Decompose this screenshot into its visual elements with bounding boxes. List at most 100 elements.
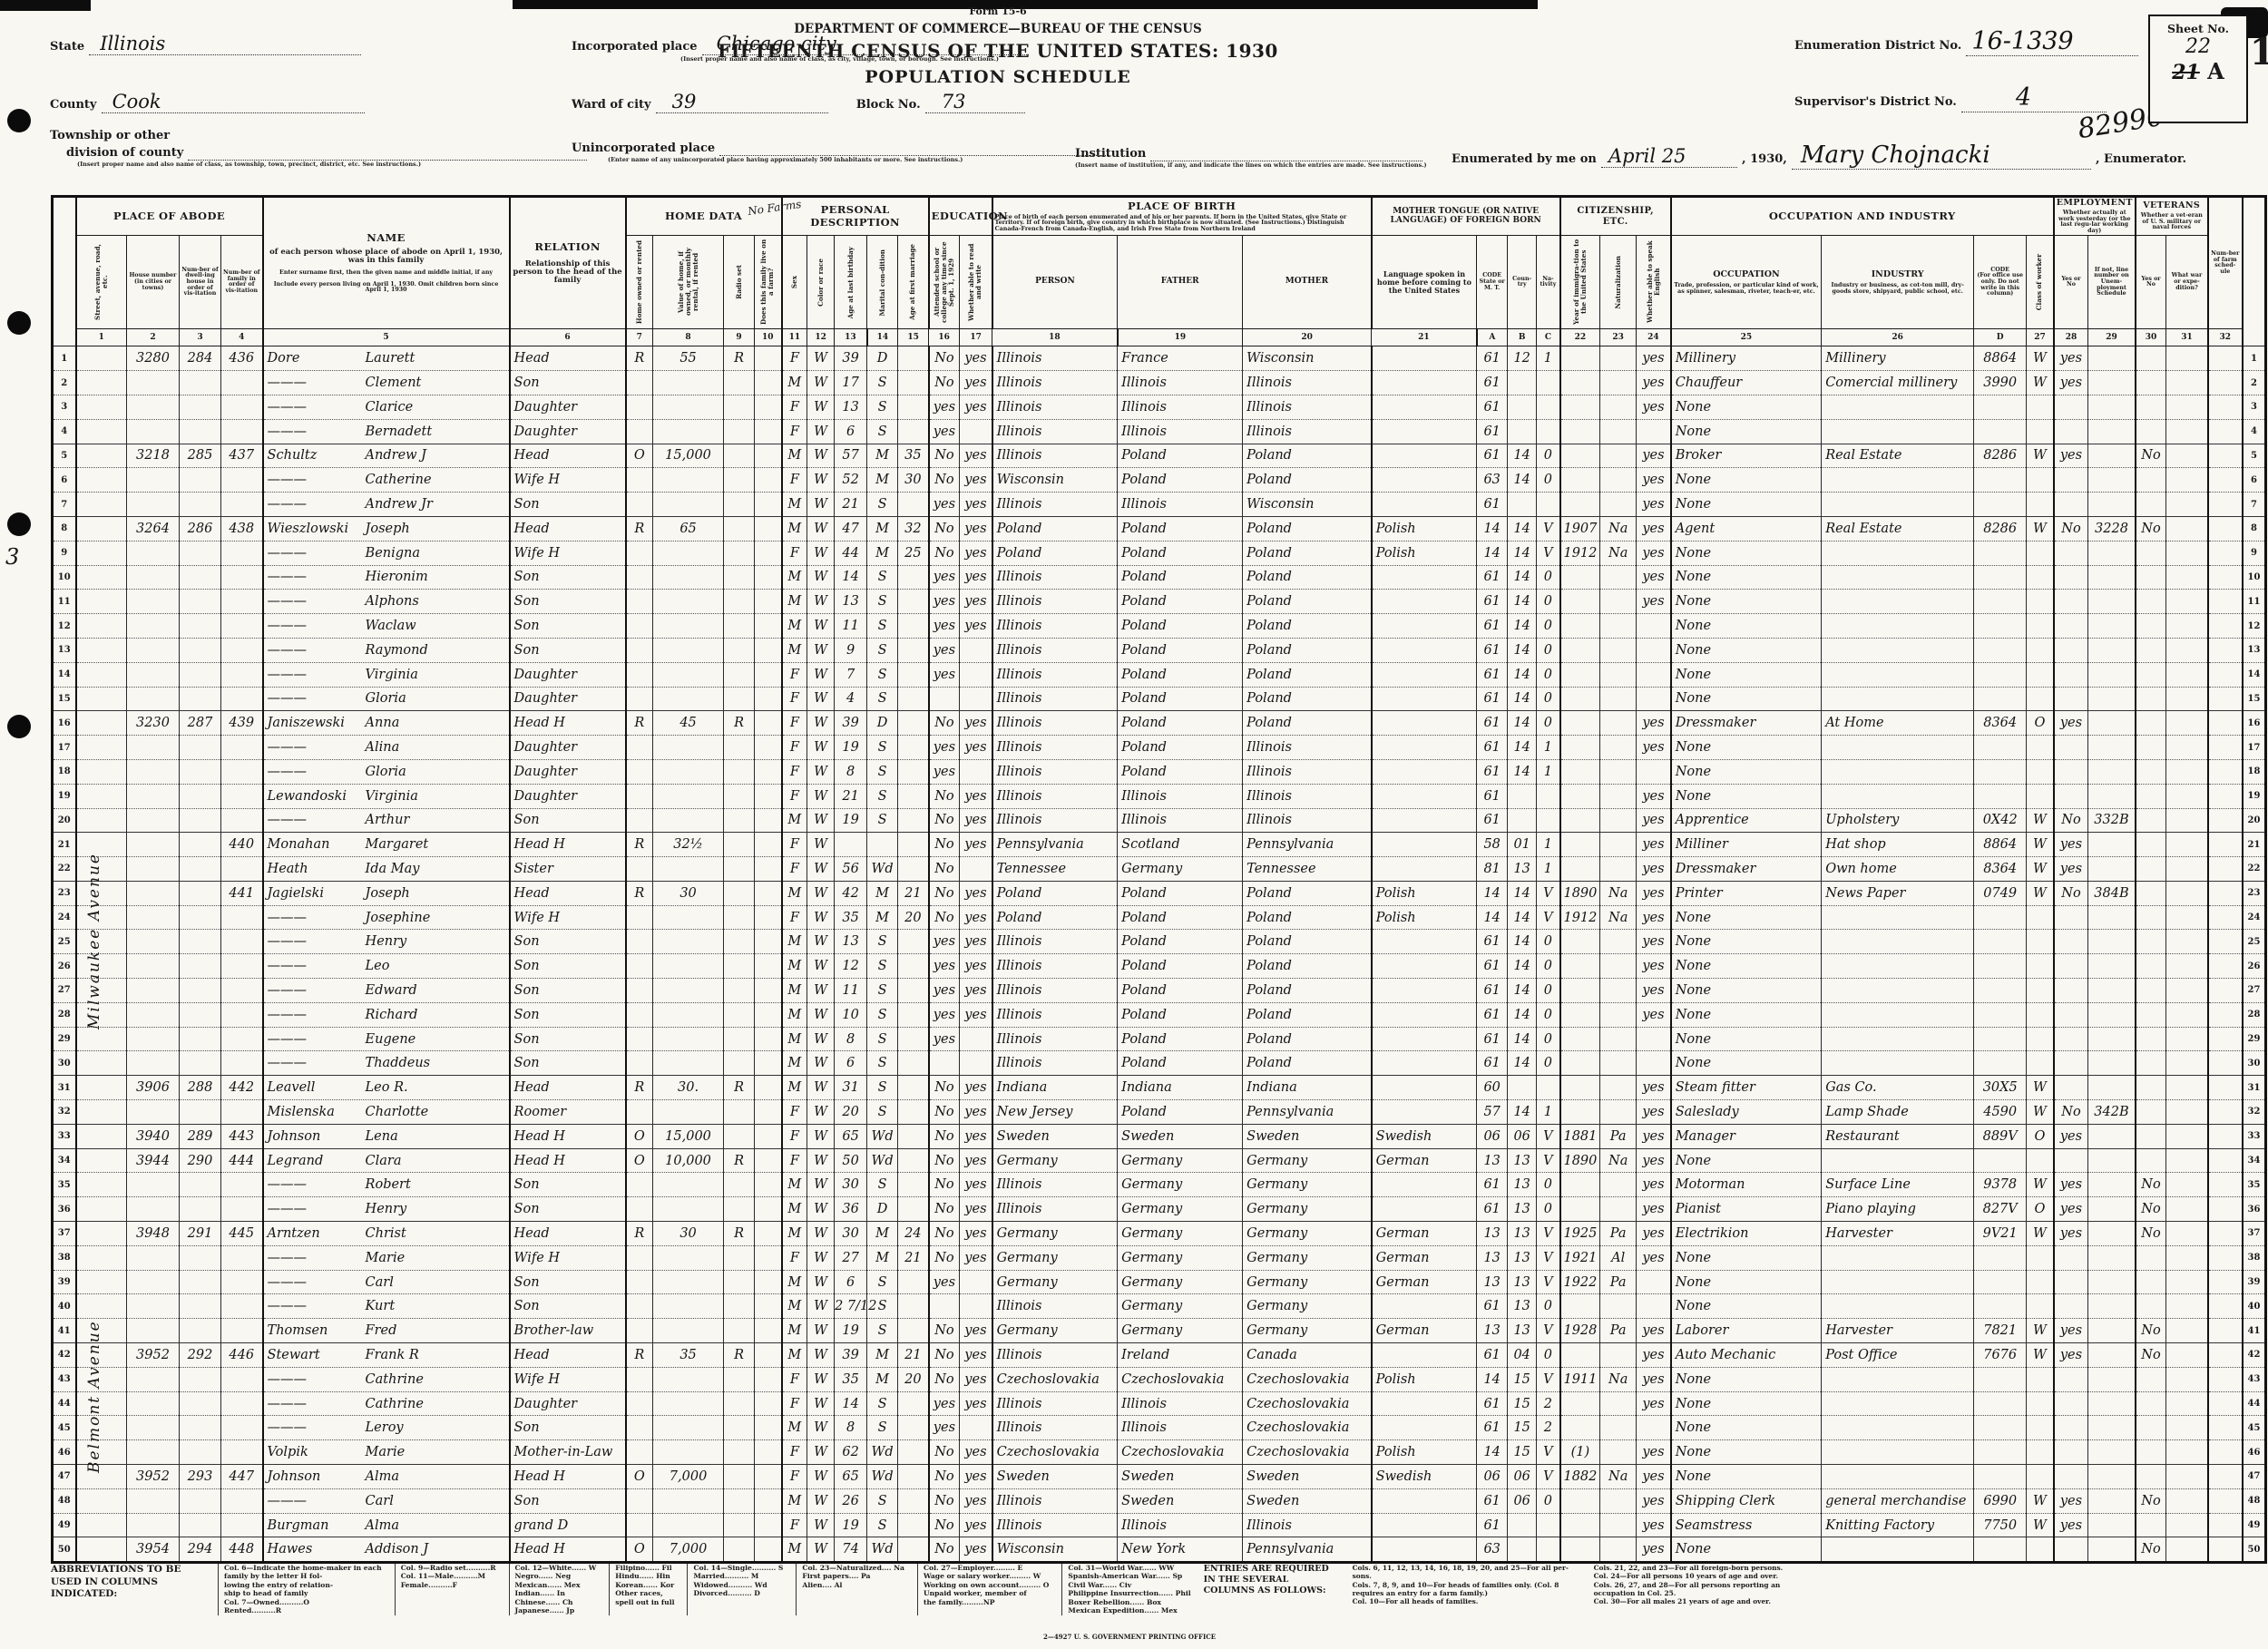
cell-sx: M [780,929,808,955]
cell-c: 0 [1536,1196,1561,1223]
cell-r: Son [508,1172,627,1198]
cell-st [74,443,127,469]
cell-name: Lewandoski Virginia [261,784,511,809]
cell-na [1599,808,1637,834]
cell-ln [2087,638,2136,663]
line-number: 26 [52,953,76,980]
cell-b: 14 [1507,905,1538,931]
line-number: 27 [52,978,76,1003]
cell-o [624,905,654,931]
surname: ——— [267,594,308,610]
cell-sp: yes [1636,1221,1672,1246]
cell-cd [1973,1147,2028,1174]
cell-h [126,759,180,785]
cell-at: yes [927,613,961,639]
cell-sx: M [780,1342,808,1368]
cell-name: ——— Leo [261,953,511,980]
department-line: DEPARTMENT OF COMMERCE—BUREAU OF THE CEN… [794,22,1202,36]
entries-column: Cols. 6, 11, 12, 13, 14, 16, 18, 19, 20,… [1352,1564,1569,1605]
cell-wr [2165,443,2209,469]
cell-p: Illinois [991,662,1119,688]
group-occupation-industry: OCCUPATION AND INDUSTRY [1669,195,2055,237]
col-naturalization: Naturalization [1599,235,1637,330]
cell-f [220,565,264,590]
abbreviation-column: Col. 27—Employer......... E Wage or salar… [916,1564,1049,1615]
cell-rd [723,1415,756,1441]
cell-cl [2026,687,2055,712]
cell-in: Harvester [1821,1221,1975,1246]
cell-st [74,1245,127,1271]
cell-v: 35 [652,1342,725,1368]
cell-vt [2134,1391,2167,1417]
cell-pm: Czechoslovakia [1242,1367,1373,1392]
cell-cl [2026,1293,2055,1320]
line-number: 16 [52,710,76,737]
cell-ln [2087,1488,2136,1514]
column-number: 23 [1599,328,1637,347]
cell-d: 284 [179,346,221,372]
cell-wr [2165,759,2209,785]
column-number: 24 [1636,328,1672,347]
cell-at: yes [927,1002,961,1028]
cell-o [624,687,654,712]
cell-ln [2087,1270,2136,1295]
cell-am [897,395,930,420]
cell-oc: Broker [1669,443,1823,469]
cell-pm: Germany [1242,1196,1373,1223]
cell-cl: W [2026,346,2055,372]
cell-st [74,1367,127,1392]
cell-fs [2206,808,2244,834]
cell-r: Roomer [508,1099,627,1125]
census-row: 20 ——— Arthur Son M W 19 S No yes Illinois Illinois… [52,808,2267,834]
surname: ——— [267,910,308,925]
cell-rd [723,662,756,688]
cell-name: Dore Laurett [261,346,511,372]
cell-name: Burgman Alma [261,1513,511,1538]
cell-ra: W [807,1488,836,1514]
surname: ——— [267,1056,308,1071]
cell-ms: S [866,1172,899,1198]
cell-im: 1882 [1559,1464,1601,1489]
cell-pm: Pennsylvania [1242,1537,1373,1564]
cell-fm [754,808,783,834]
cell-ms: M [866,467,899,493]
cell-t [1370,1342,1478,1368]
cell-d: 287 [179,710,221,737]
cell-v [652,1027,725,1052]
cell-h [126,808,180,834]
cell-fs [2206,832,2244,858]
cell-f: 440 [220,832,264,858]
cell-sx: F [780,541,808,566]
cell-r: Son [508,613,627,639]
cell-cd [1973,662,2028,688]
cell-at: yes [927,978,961,1003]
cell-rw: yes [959,613,993,639]
cell-d [179,1367,221,1392]
cell-vt [2134,419,2167,444]
cell-oc: Dressmaker [1669,856,1823,882]
cell-v [652,395,725,420]
cell-b: 14 [1507,1027,1538,1052]
cell-name: ——— Kurt [261,1293,511,1320]
cell-sx: M [780,1050,808,1077]
cell-wr [2165,613,2209,639]
ward-value: 39 [671,91,697,112]
cell-im [1559,929,1601,955]
cell-b: 14 [1507,1002,1538,1028]
cell-ag: 39 [834,710,868,737]
col-color-race: Color or race [807,235,836,330]
cell-h: 3218 [126,443,180,469]
cell-b: 14 [1507,735,1538,760]
cell-in [1821,589,1975,615]
cell-name: ——— Andrew Jr [261,492,511,517]
cell-fs [2206,370,2244,395]
cell-sp [1636,1415,1672,1441]
cell-ag: 10 [834,1002,868,1028]
cell-ln [2087,1464,2136,1489]
cell-sp [1636,1050,1672,1077]
cell-d [179,1391,221,1417]
cell-sx: M [780,1488,808,1514]
cell-ag: 8 [834,759,868,785]
